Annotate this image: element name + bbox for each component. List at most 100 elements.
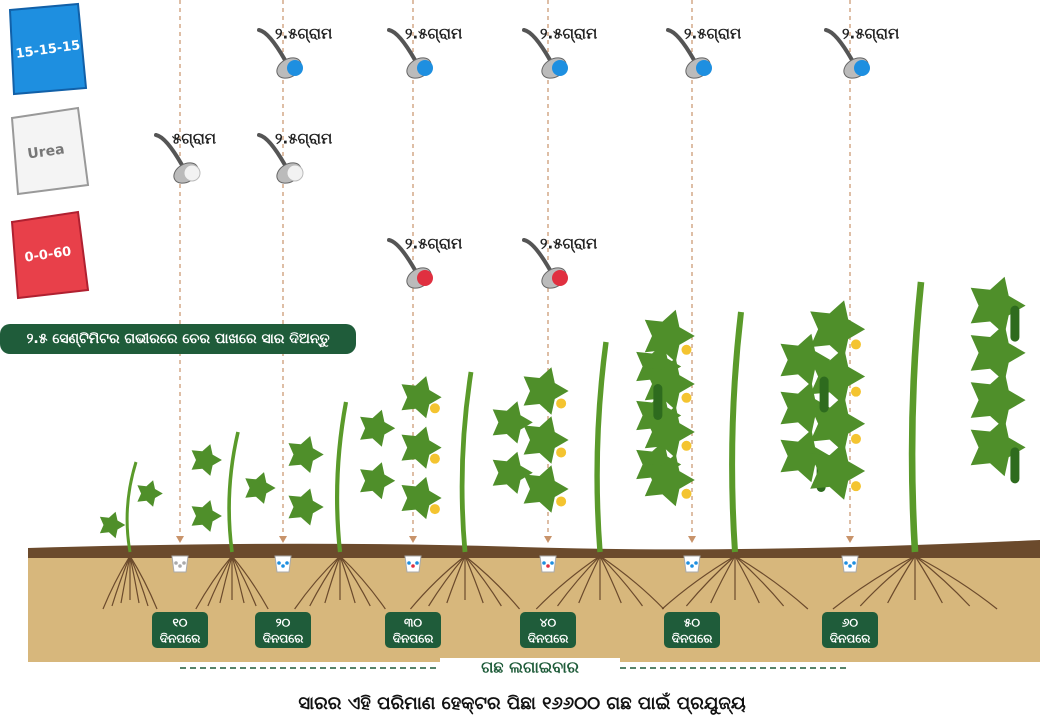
dose-label: ୨.୫ଗ୍ରାମ [275,130,332,149]
leaf [360,410,395,447]
fertilizer-pocket [842,556,858,572]
stem [597,342,606,552]
leaf [810,300,865,358]
flower [556,447,566,457]
leaf [360,462,395,499]
granule [407,561,411,565]
leaf [192,500,222,532]
topsoil [28,540,1040,558]
granule [848,564,852,568]
granule [852,561,856,565]
flower [681,345,691,355]
arrow-head [409,536,417,543]
spoon-granules [417,270,433,286]
granule [174,561,178,565]
leaf [137,480,162,507]
stem [462,372,471,552]
fertilizer-pocket [684,556,700,572]
granule [844,561,848,565]
fertilizer-pocket [172,556,188,572]
granule [178,564,182,568]
flower [430,504,440,514]
dose-label: ୨.୫ଗ୍ରାମ [540,25,597,44]
stem [229,432,238,552]
banner-text: ୨.୫ ସେଣ୍ଟିମିଟର ଗଭୀରରେ ଚେର ପାଖରେ ସାର ଦିଅନ… [26,331,329,348]
bag-15-15-15: 15-15-15 [10,4,86,94]
granule [415,561,419,565]
dose-label: ୨.୫ଗ୍ରାମ [540,235,597,254]
day-label: ଦିନପରେ [830,632,871,646]
leaf [971,371,1026,429]
leaf [493,452,533,494]
timeline-label: ଗଛ ଲଗାଇବାର [481,658,579,677]
day-label: ଦିନପରେ [263,632,304,646]
granule [550,561,554,565]
granule [690,564,694,568]
stem [127,462,136,552]
day-label: ଦିନପରେ [528,632,569,646]
dose-label: ୨.୫ଗ୍ରାମ [405,25,462,44]
leaf [100,512,125,539]
arrow-head [544,536,552,543]
spoon-granules [184,165,200,181]
footer: ସାରର ଏହି ପରିମାଣ ହେକ୍ଟର ପିଛା ୧୬୬୦୦ ଗଛ ପାଇ… [298,693,746,715]
day-label: ଦିନପରେ [160,632,201,646]
fertilizer-pocket [540,556,556,572]
flower [556,398,566,408]
dose-label: ୨.୫ଗ୍ରାମ [684,25,741,44]
leaf [192,444,222,476]
flower [681,441,691,451]
stem [337,402,346,552]
day-number: ୪୦ [540,616,557,630]
day-number: ୧୦ [173,616,188,630]
dose-label: ୨.୫ଗ୍ରାମ [405,235,462,254]
arrow-head [279,536,287,543]
granule [542,561,546,565]
cucumber [1010,447,1019,483]
cucumber [820,377,829,413]
flower [556,496,566,506]
stem [732,312,741,552]
day-number: ୨୦ [276,616,291,630]
cucumber [1010,306,1019,342]
arrow-head [176,536,184,543]
stem [912,282,921,552]
day-number: ୬୦ [842,616,859,630]
fertilizer-pocket [275,556,291,572]
spoon-granules [287,165,303,181]
dose-label: ୨.୫ଗ୍ରାମ [842,25,899,44]
leaf [289,489,324,526]
granule [546,564,550,568]
dose-label: ୨.୫ଗ୍ରାମ [275,25,332,44]
flower [681,489,691,499]
dose-label: ୫ଗ୍ରାମ [172,130,216,149]
day-label: ଦିନପରେ [672,632,713,646]
arrow-head [688,536,696,543]
spoon-granules [696,60,712,76]
granule [411,564,415,568]
spoon-granules [552,270,568,286]
spoon-granules [417,60,433,76]
flower [851,481,861,491]
doses: ୨.୫ଗ୍ରାମ ୨.୫ଗ୍ରାମ ୨.୫ଗ୍ରାମ ୨.୫ଗ୍ରାମ ୨.୫ଗ୍ରାମ… [156,25,899,293]
granule [686,561,690,565]
fertilizer-pocket [405,556,421,572]
leaf [245,472,275,504]
flower [430,454,440,464]
granule [281,564,285,568]
leaf [493,401,533,443]
granule [694,561,698,565]
day-number: ୩୦ [404,616,422,630]
flower [851,339,861,349]
spoon-granules [854,60,870,76]
spoon-granules [287,60,303,76]
flower [681,393,691,403]
cucumber [653,384,662,420]
infographic: 15-15-15 Urea 0-0-60 ୨.୫ଗ୍ରାମ୨.୫ଗ୍ରାମ୨.୫… [0,0,1044,723]
bag-0-0-60: 0-0-60 [12,212,88,298]
bag-urea: Urea [12,108,88,194]
leaf [289,436,324,473]
day-number: ୫୦ [684,616,700,630]
flower [430,403,440,413]
flower [851,434,861,444]
